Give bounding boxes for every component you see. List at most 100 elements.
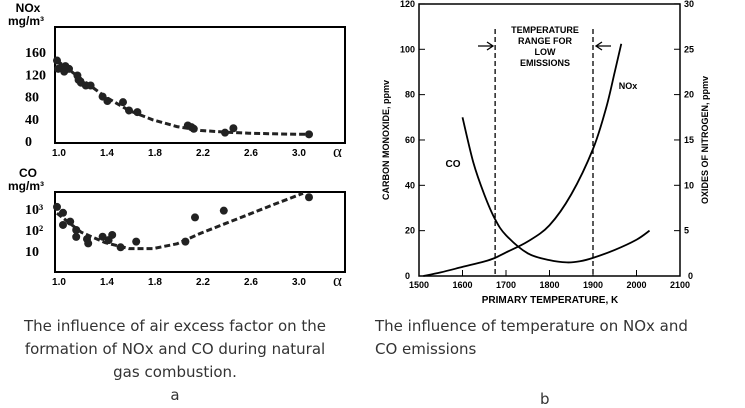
x-tick-label: 1.8 [148,277,162,288]
annotation-text: RANGE FOR [518,36,573,46]
annotation-text: EMISSIONS [520,58,570,68]
data-point [181,237,190,246]
y-tick-label: 20 [405,226,415,236]
data-point [305,193,313,202]
annotation-text: LOW [535,47,556,57]
y2-tick-label: 5 [684,226,689,236]
x-axis-label: PRIMARY TEMPERATURE, K [482,295,619,306]
y2-tick-label: 10 [684,180,694,190]
y-tick-label: 10² [25,224,43,239]
data-point [86,81,95,90]
y-tick-label: 10 [25,245,39,260]
y-tick-label: 120 [400,0,415,9]
data-point [305,130,313,139]
x-tick-label: 1700 [496,280,516,290]
series-label-co: CO [446,159,461,170]
y-tick-label: 0 [25,135,32,150]
y-tick-label: 160 [25,46,46,61]
x-tick-label: 2100 [670,280,690,290]
data-point [221,128,229,137]
fit-curve [56,191,304,251]
data-point [53,56,61,65]
y2-tick-label: 20 [684,90,694,100]
data-point [98,232,107,241]
x-tick-label: 2.6 [244,148,258,159]
y-axis-unit: mg/m³ [8,14,44,28]
y-tick-label: 0 [405,271,410,281]
plot-frame [54,26,346,144]
series-line-co [461,117,651,264]
data-point [72,226,81,234]
arrow-right-icon [478,41,495,51]
x-tick-label: 1500 [409,280,429,290]
data-point [108,230,117,239]
x-tick-label: 1.8 [148,148,162,159]
y2-tick-label: 30 [684,0,694,9]
data-point [191,213,199,222]
series-line-nox [423,43,623,277]
caption-b-letter: b [540,390,550,408]
annotation-text: TEMPERATURE [511,25,579,35]
caption-b: The influence of temperature on NOx and … [375,315,735,361]
data-point [133,108,142,117]
x-tick-label: 1.4 [100,277,114,288]
data-point [119,98,127,107]
y-tick-label: 100 [400,44,415,54]
data-point [219,206,228,215]
arrow-left-icon [594,41,611,51]
y-axis-unit: mg/m³ [8,179,44,193]
y2-tick-label: 15 [684,135,694,145]
x-axis-label: α [333,142,342,161]
caption-a-line: The influence of air excess factor on th… [23,317,327,335]
data-point [103,97,112,106]
series-label-nox: NOx [619,81,638,91]
data-point [59,220,67,229]
data-point [53,202,61,211]
data-point [66,217,75,226]
x-tick-label: 1800 [539,280,559,290]
y2-tick-label: 25 [684,44,694,54]
x-tick-label: 3.0 [292,148,306,159]
fit-curve [56,59,309,136]
y-axis-label: NOx [16,1,41,15]
data-point [84,239,93,248]
x-tick-label: 3.0 [292,277,306,288]
caption-a-letter: a [170,386,180,404]
y-tick-label: 80 [25,91,39,106]
y-tick-label: 80 [405,90,415,100]
data-point [65,64,73,73]
x-tick-label: 2.2 [196,277,210,288]
x-tick-label: 1900 [583,280,603,290]
data-point [72,232,81,241]
data-point [116,243,125,252]
x-tick-label: 1.0 [52,148,66,159]
x-tick-label: 1600 [452,280,472,290]
x-tick-label: 1.4 [100,148,114,159]
x-tick-label: 2.6 [244,277,258,288]
data-point [132,237,141,246]
x-tick-label: 2000 [626,280,646,290]
caption-a-line: gas combustion. [113,363,237,381]
y-tick-label: 40 [405,180,415,190]
data-point [59,208,67,217]
data-point [189,124,198,133]
y-tick-label: 120 [25,68,46,83]
x-tick-label: 1.0 [52,277,66,288]
y2-axis-label: OXIDES OF NITROGEN, ppmv [700,76,710,204]
data-point [125,106,133,115]
caption-a: The influence of air excess factor on th… [0,315,350,384]
y-axis-label: CO [19,166,37,180]
y-axis-label: CARBON MONOXIDE, ppmv [381,80,391,200]
y-tick-label: 40 [25,113,39,128]
y-tick-label: 10³ [25,203,43,218]
caption-b-line: CO emissions [375,340,477,358]
x-axis-label: α [333,271,342,290]
y2-tick-label: 0 [688,271,693,281]
x-tick-label: 2.2 [196,148,210,159]
data-point [229,124,238,133]
plot-frame [54,191,346,273]
caption-a-line: formation of NOx and CO during natural [24,340,326,358]
caption-b-line: The influence of temperature on NOx and [375,317,688,335]
y-tick-label: 60 [405,135,415,145]
